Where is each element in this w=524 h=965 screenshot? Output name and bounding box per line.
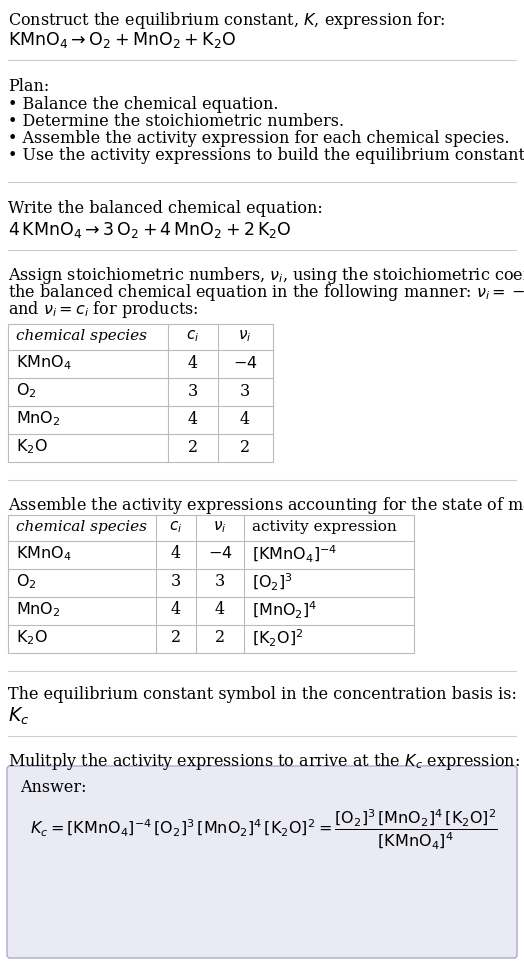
Text: 2: 2 bbox=[171, 629, 181, 647]
Text: 4: 4 bbox=[171, 545, 181, 563]
Text: chemical species: chemical species bbox=[16, 520, 147, 534]
Text: 3: 3 bbox=[215, 573, 225, 591]
Text: chemical species: chemical species bbox=[16, 329, 147, 343]
Text: activity expression: activity expression bbox=[252, 520, 397, 534]
Text: $\mathrm{K_2O}$: $\mathrm{K_2O}$ bbox=[16, 438, 48, 456]
Text: $-4$: $-4$ bbox=[208, 545, 232, 563]
Text: $\mathrm{MnO_2}$: $\mathrm{MnO_2}$ bbox=[16, 600, 61, 620]
Text: $\nu_i$: $\nu_i$ bbox=[213, 519, 227, 535]
Text: Assemble the activity expressions accounting for the state of matter and $\nu_i$: Assemble the activity expressions accoun… bbox=[8, 495, 524, 516]
Text: $\mathrm{KMnO_4}$: $\mathrm{KMnO_4}$ bbox=[16, 353, 72, 372]
Text: 4: 4 bbox=[240, 410, 250, 427]
Text: $K_c = [\mathrm{KMnO_4}]^{-4}\,[\mathrm{O_2}]^{3}\,[\mathrm{MnO_2}]^{4}\,[\mathr: $K_c = [\mathrm{KMnO_4}]^{-4}\,[\mathrm{… bbox=[30, 807, 498, 851]
Text: Mulitply the activity expressions to arrive at the $K_c$ expression:: Mulitply the activity expressions to arr… bbox=[8, 751, 520, 772]
Text: Plan:: Plan: bbox=[8, 78, 49, 95]
Text: 3: 3 bbox=[188, 382, 198, 400]
Text: $[\mathrm{O_2}]^{3}$: $[\mathrm{O_2}]^{3}$ bbox=[252, 571, 293, 593]
Text: 4: 4 bbox=[188, 354, 198, 372]
Text: $-4$: $-4$ bbox=[233, 354, 257, 372]
Text: $[\mathrm{KMnO_4}]^{-4}$: $[\mathrm{KMnO_4}]^{-4}$ bbox=[252, 543, 337, 565]
Bar bbox=[8, 324, 273, 462]
Text: Assign stoichiometric numbers, $\nu_i$, using the stoichiometric coefficients, $: Assign stoichiometric numbers, $\nu_i$, … bbox=[8, 265, 524, 286]
Text: • Assemble the activity expression for each chemical species.: • Assemble the activity expression for e… bbox=[8, 130, 510, 147]
Text: 4: 4 bbox=[171, 601, 181, 619]
Text: $\mathrm{K_2O}$: $\mathrm{K_2O}$ bbox=[16, 628, 48, 648]
Text: $\mathrm{KMnO_4} \rightarrow \mathrm{O_2} + \mathrm{MnO_2} + \mathrm{K_2O}$: $\mathrm{KMnO_4} \rightarrow \mathrm{O_2… bbox=[8, 30, 236, 50]
Text: $\nu_i$: $\nu_i$ bbox=[238, 328, 252, 344]
Text: Answer:: Answer: bbox=[20, 779, 86, 796]
Text: 3: 3 bbox=[240, 382, 250, 400]
Text: 2: 2 bbox=[215, 629, 225, 647]
Text: $[\mathrm{MnO_2}]^{4}$: $[\mathrm{MnO_2}]^{4}$ bbox=[252, 599, 318, 620]
Text: Construct the equilibrium constant, $K$, expression for:: Construct the equilibrium constant, $K$,… bbox=[8, 10, 445, 31]
Text: The equilibrium constant symbol in the concentration basis is:: The equilibrium constant symbol in the c… bbox=[8, 686, 517, 703]
Text: $c_i$: $c_i$ bbox=[187, 328, 200, 344]
Text: 3: 3 bbox=[171, 573, 181, 591]
Bar bbox=[8, 515, 414, 653]
Text: • Use the activity expressions to build the equilibrium constant expression.: • Use the activity expressions to build … bbox=[8, 147, 524, 164]
Text: Write the balanced chemical equation:: Write the balanced chemical equation: bbox=[8, 200, 323, 217]
Text: 2: 2 bbox=[188, 438, 198, 455]
Text: $\mathrm{MnO_2}$: $\mathrm{MnO_2}$ bbox=[16, 410, 61, 428]
Text: 2: 2 bbox=[240, 438, 250, 455]
Text: $K_c$: $K_c$ bbox=[8, 706, 29, 728]
Text: • Balance the chemical equation.: • Balance the chemical equation. bbox=[8, 96, 278, 113]
Text: 4: 4 bbox=[188, 410, 198, 427]
Text: $[\mathrm{K_2O}]^{2}$: $[\mathrm{K_2O}]^{2}$ bbox=[252, 627, 303, 648]
Text: $\mathrm{O_2}$: $\mathrm{O_2}$ bbox=[16, 381, 37, 400]
Text: • Determine the stoichiometric numbers.: • Determine the stoichiometric numbers. bbox=[8, 113, 344, 130]
Text: 4: 4 bbox=[215, 601, 225, 619]
Text: $\mathrm{KMnO_4}$: $\mathrm{KMnO_4}$ bbox=[16, 544, 72, 564]
Text: and $\nu_i = c_i$ for products:: and $\nu_i = c_i$ for products: bbox=[8, 299, 199, 320]
Text: the balanced chemical equation in the following manner: $\nu_i = -c_i$ for react: the balanced chemical equation in the fo… bbox=[8, 282, 524, 303]
FancyBboxPatch shape bbox=[7, 766, 517, 958]
Text: $4\,\mathrm{KMnO_4} \rightarrow 3\,\mathrm{O_2} + 4\,\mathrm{MnO_2} + 2\,\mathrm: $4\,\mathrm{KMnO_4} \rightarrow 3\,\math… bbox=[8, 220, 292, 240]
Text: $c_i$: $c_i$ bbox=[169, 519, 183, 535]
Text: $\mathrm{O_2}$: $\mathrm{O_2}$ bbox=[16, 572, 37, 592]
